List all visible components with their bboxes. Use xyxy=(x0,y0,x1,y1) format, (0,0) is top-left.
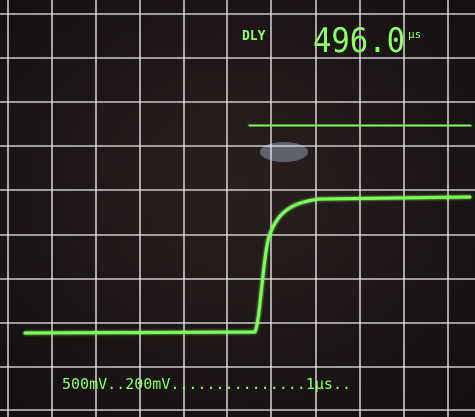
channel1-scale: 500mV xyxy=(62,375,107,393)
settings-line: 500mV..200mV...............1µs.. xyxy=(62,375,351,393)
readout-label: DLY xyxy=(242,29,266,44)
separator: .. xyxy=(107,375,125,393)
upper-trace-low xyxy=(250,125,470,126)
readout-value: 496.0 xyxy=(313,21,405,61)
oscilloscope-screen: DLY 496.0 µs 500mV..200mV...............… xyxy=(0,0,475,417)
readout-unit: µs xyxy=(408,28,421,41)
screen-glare xyxy=(260,142,308,162)
channel2-scale: 200mV xyxy=(125,375,170,393)
trailer-dots: .. xyxy=(333,375,351,393)
timebase: 1µs xyxy=(306,375,333,393)
separator-dots: ............... xyxy=(170,375,305,393)
